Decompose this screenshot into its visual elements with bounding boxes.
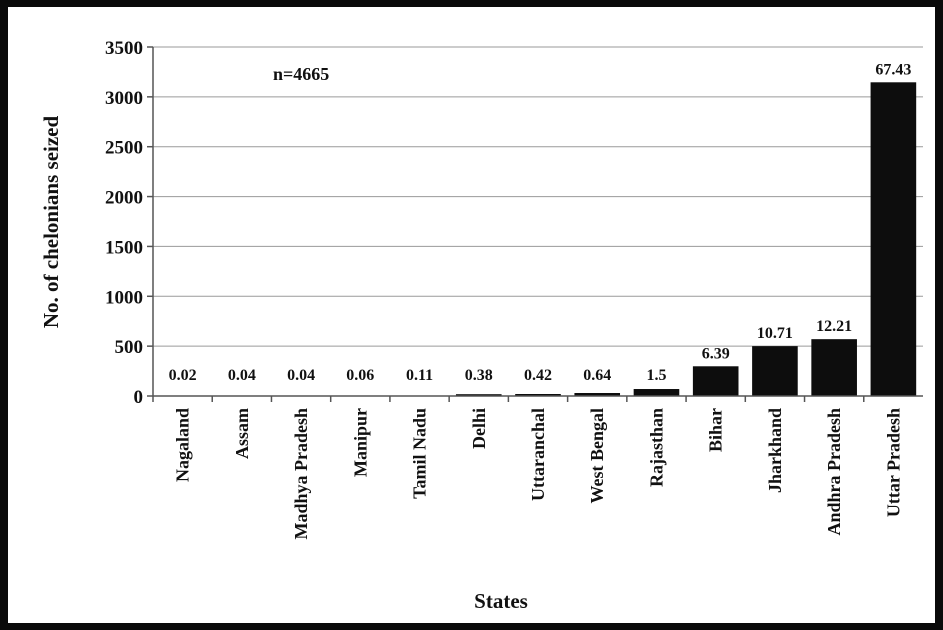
gridlines bbox=[147, 46, 923, 402]
y-tick-label: 3000 bbox=[105, 88, 143, 109]
y-tick-label: 0 bbox=[134, 387, 144, 408]
category-label: Rajasthan bbox=[646, 408, 666, 487]
category-label: Manipur bbox=[350, 408, 370, 477]
y-tick-label: 1500 bbox=[105, 237, 143, 258]
data-label: 67.43 bbox=[875, 61, 911, 78]
axes bbox=[152, 47, 923, 397]
data-label: 10.71 bbox=[757, 325, 793, 342]
category-label: Uttaranchal bbox=[528, 408, 548, 501]
category-label: Jharkhand bbox=[765, 408, 785, 493]
bar bbox=[752, 346, 798, 396]
sample-size-annotation: n=4665 bbox=[273, 64, 329, 84]
data-label: 0.38 bbox=[465, 367, 493, 384]
x-axis-title: States bbox=[474, 589, 528, 613]
y-tick-label: 2500 bbox=[105, 138, 143, 159]
y-tick-label: 2000 bbox=[105, 188, 143, 209]
category-label: Uttar Pradesh bbox=[883, 408, 903, 517]
category-label: Bihar bbox=[706, 408, 726, 452]
data-labels: 0.02 0.04 0.04 0.06 0.11 0.38 0.42 0.64 1.5 6.39 1… bbox=[169, 61, 912, 384]
category-label: Madhya Pradesh bbox=[291, 408, 311, 540]
bar bbox=[455, 394, 502, 396]
bar bbox=[870, 82, 917, 396]
category-label: Tamil Nadu bbox=[410, 408, 430, 499]
chart-panel: 0 500 1000 1500 2000 2500 3000 3500 0.02 0.04 0.0… bbox=[8, 7, 935, 623]
data-label: 0.42 bbox=[524, 367, 552, 384]
category-label: Delhi bbox=[469, 408, 489, 449]
category-labels: Nagaland Assam Madhya Pradesh Manipur Tamil … bbox=[173, 408, 904, 540]
y-tick-labels: 0 500 1000 1500 2000 2500 3000 3500 bbox=[105, 38, 143, 408]
bar bbox=[574, 393, 621, 396]
data-label: 12.21 bbox=[816, 318, 852, 335]
data-label: 0.04 bbox=[228, 367, 256, 384]
y-axis-title: No. of chelonians seized bbox=[39, 116, 63, 329]
bar bbox=[811, 339, 857, 396]
y-tick-label: 1000 bbox=[105, 287, 143, 308]
category-label: Andhra Pradesh bbox=[824, 408, 844, 536]
y-tick-label: 500 bbox=[115, 337, 144, 358]
data-label: 1.5 bbox=[646, 367, 666, 384]
category-label: Nagaland bbox=[173, 408, 193, 482]
bars bbox=[159, 82, 917, 396]
data-label: 0.04 bbox=[287, 367, 315, 384]
bar bbox=[692, 366, 739, 396]
data-label: 0.11 bbox=[406, 367, 433, 384]
data-label: 6.39 bbox=[702, 345, 730, 362]
bar bbox=[515, 394, 561, 396]
data-label: 0.64 bbox=[583, 367, 611, 384]
data-label: 0.02 bbox=[169, 367, 197, 384]
y-tick-label: 3500 bbox=[105, 38, 143, 59]
category-label: West Bengal bbox=[587, 408, 607, 504]
bar bbox=[633, 389, 680, 396]
data-label: 0.06 bbox=[346, 367, 374, 384]
category-label: Assam bbox=[232, 408, 252, 459]
